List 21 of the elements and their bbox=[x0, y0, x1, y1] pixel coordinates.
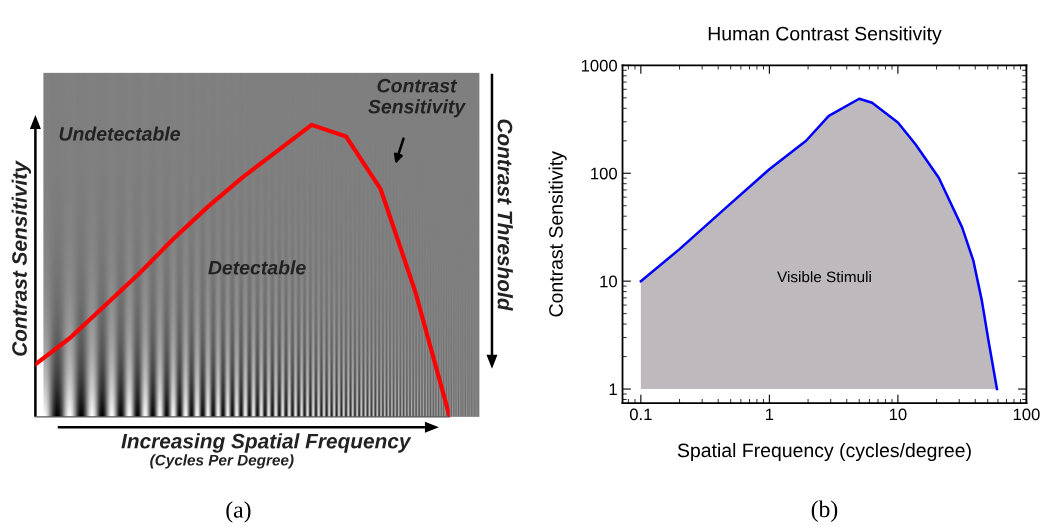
annotation: Visible Stimuli bbox=[777, 271, 871, 283]
x-tick-label: 0.1 bbox=[629, 408, 652, 421]
annotation: Undetectable bbox=[59, 126, 181, 141]
chart-title: Human Contrast Sensitivity bbox=[708, 26, 942, 45]
text: (b) bbox=[811, 500, 838, 522]
y-axis-title: Contrast Sensitivity bbox=[548, 151, 567, 317]
x-tick-label: 100 bbox=[1013, 408, 1040, 421]
text: Contrast Sensitivity bbox=[368, 78, 467, 118]
y2-axis-title: Contrast Threshold bbox=[497, 119, 513, 311]
y-tick-label: 100 bbox=[591, 167, 618, 180]
x-axis-title: Increasing Spatial Frequency bbox=[121, 433, 412, 453]
y-tick-label: 1 bbox=[609, 383, 617, 396]
x-tick-label: 10 bbox=[889, 408, 907, 421]
x-tick-label: 1 bbox=[766, 408, 774, 421]
y-tick-label: 10 bbox=[600, 275, 618, 288]
annotation: Detectable bbox=[208, 260, 306, 275]
text: (Cycles Per Degree) bbox=[150, 454, 294, 469]
y-tick-label: 1000 bbox=[581, 59, 618, 72]
text: (a) bbox=[226, 501, 251, 523]
x-axis-title: Spatial Frequency (cycles/degree) bbox=[677, 443, 971, 462]
y-axis-title: Contrast Sensitivity bbox=[11, 160, 32, 356]
